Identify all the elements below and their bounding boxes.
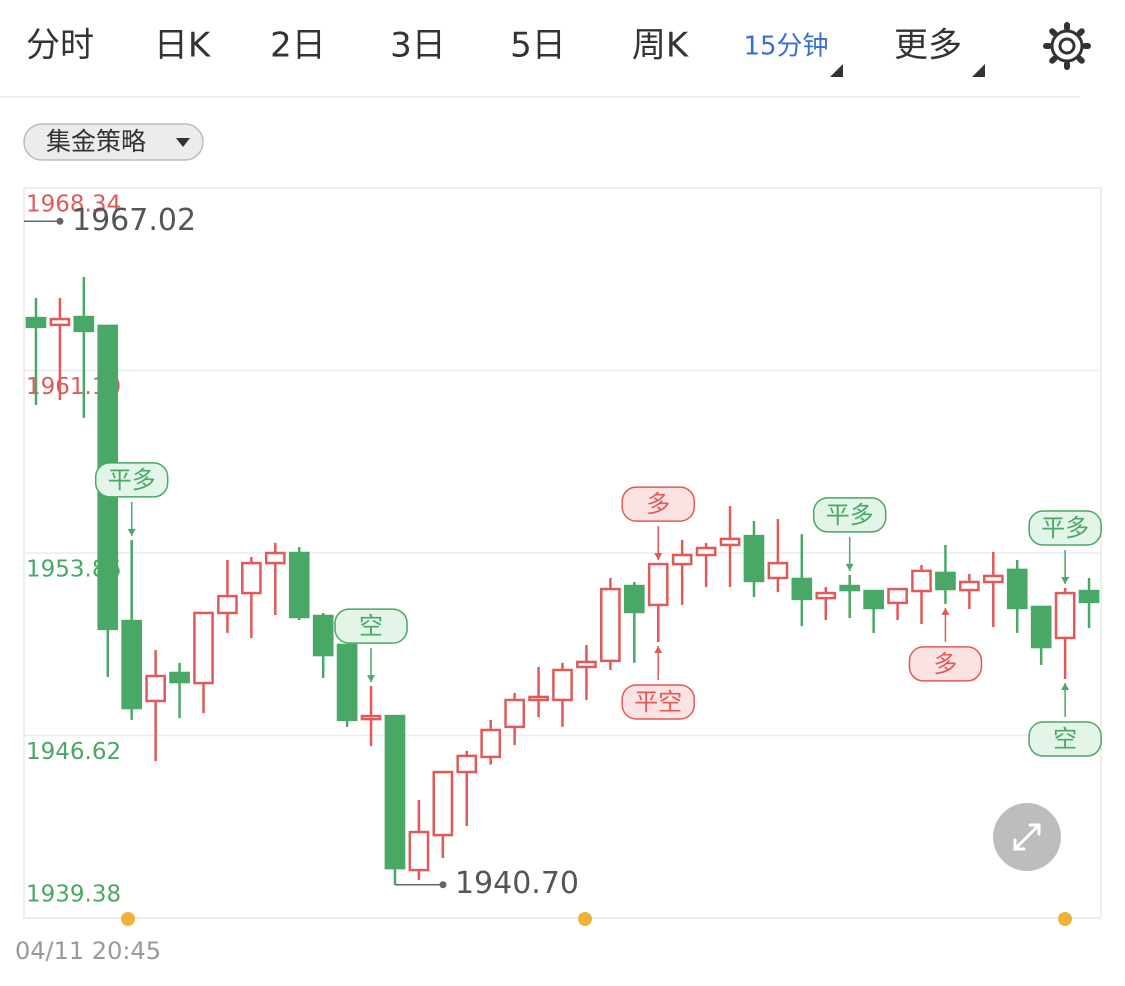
candle-body bbox=[1006, 568, 1028, 610]
candle-body bbox=[647, 562, 669, 607]
candle-body bbox=[145, 674, 166, 703]
tab[interactable]: 2日 bbox=[270, 26, 326, 66]
max-mark-dot bbox=[56, 217, 64, 225]
signal-box bbox=[812, 497, 887, 533]
time-dot bbox=[1058, 912, 1072, 926]
candle-body bbox=[528, 695, 549, 702]
tab[interactable]: 分时 bbox=[26, 26, 94, 66]
candle-body bbox=[911, 569, 932, 593]
candle-body bbox=[815, 591, 837, 600]
timestamp: 04/11 20:45 bbox=[15, 937, 161, 965]
signal-label: 空 bbox=[1053, 725, 1077, 753]
candle-body bbox=[25, 316, 47, 329]
y-tick-label: 1968.34 bbox=[26, 192, 121, 218]
expand-button[interactable] bbox=[993, 803, 1061, 871]
dropdown-triangle bbox=[830, 64, 843, 77]
candle-body bbox=[695, 546, 717, 557]
signal-arrowhead bbox=[654, 645, 663, 653]
signal-box bbox=[621, 684, 695, 720]
candle-body bbox=[49, 317, 71, 327]
candle-body bbox=[312, 614, 334, 657]
max-mark-label: 1967.02 bbox=[72, 203, 196, 238]
tab[interactable]: 15分钟 bbox=[743, 32, 828, 62]
signal-arrowhead bbox=[1061, 577, 1070, 585]
signal-box bbox=[1028, 721, 1102, 757]
candle-body bbox=[1054, 591, 1076, 640]
candle-body bbox=[241, 561, 262, 595]
candle-body bbox=[408, 830, 430, 872]
candle-body bbox=[384, 714, 406, 870]
candle-body bbox=[504, 698, 525, 729]
candle-body bbox=[767, 561, 789, 580]
signal-box bbox=[908, 646, 983, 682]
min-mark-label: 1940.70 bbox=[455, 866, 579, 901]
signal-label: 平多 bbox=[826, 501, 874, 529]
candle-body bbox=[743, 534, 765, 583]
candle-body bbox=[1078, 589, 1100, 604]
min-mark-dot bbox=[439, 881, 447, 889]
tab-bar: 分时 日K 2日 3日 5日 周K 15分钟 更多 bbox=[26, 26, 985, 77]
signal-box bbox=[94, 462, 169, 498]
candle-body bbox=[264, 551, 286, 565]
candle-body bbox=[863, 589, 884, 610]
tab[interactable]: 更多 bbox=[894, 26, 962, 66]
signal-box bbox=[1028, 510, 1102, 546]
time-dot bbox=[121, 912, 135, 926]
signal-box bbox=[334, 608, 408, 644]
candle-body bbox=[360, 714, 382, 721]
strategy-button[interactable]: 集金策略 bbox=[23, 123, 204, 161]
signal-label: 多 bbox=[933, 650, 957, 678]
signal-label: 平多 bbox=[1041, 514, 1089, 542]
candle-body bbox=[217, 594, 238, 615]
candle-body bbox=[887, 587, 908, 605]
signal-box bbox=[621, 486, 695, 522]
time-dot bbox=[578, 912, 592, 926]
signal-arrowhead bbox=[367, 675, 376, 683]
candle-body bbox=[600, 587, 621, 663]
candle-body bbox=[671, 553, 693, 566]
candle-body bbox=[959, 580, 980, 592]
signal-arrowhead bbox=[127, 528, 136, 536]
candle-body bbox=[288, 551, 310, 619]
tab[interactable]: 日K bbox=[154, 26, 212, 66]
candle-body bbox=[839, 584, 861, 592]
candle-body bbox=[719, 537, 741, 547]
signal-label: 多 bbox=[646, 490, 670, 518]
candle-body bbox=[552, 668, 573, 702]
candle-body bbox=[121, 619, 143, 710]
dropdown-triangle bbox=[972, 64, 985, 77]
tab[interactable]: 5日 bbox=[510, 26, 566, 66]
y-tick-label: 1946.62 bbox=[26, 739, 121, 765]
candle-body bbox=[336, 643, 358, 722]
candle-body bbox=[169, 671, 190, 684]
candle-body bbox=[480, 728, 502, 759]
candle-body bbox=[791, 577, 813, 601]
strategy-button-label: 集金策略 bbox=[46, 127, 146, 156]
candle-body bbox=[982, 574, 1004, 584]
candle-body bbox=[193, 611, 214, 685]
tab[interactable]: 3日 bbox=[390, 26, 446, 66]
signal-label: 平空 bbox=[634, 688, 682, 716]
signal-arrowhead bbox=[941, 607, 950, 615]
candle-body bbox=[456, 754, 478, 774]
plot-area: 1939.381946.621953.861961.101968.341967.… bbox=[24, 192, 1102, 908]
tab[interactable]: 周K bbox=[632, 26, 690, 66]
signal-label: 平多 bbox=[108, 466, 156, 494]
settings-icon[interactable] bbox=[1043, 22, 1091, 70]
candle-body bbox=[576, 660, 597, 669]
y-tick-label: 1939.38 bbox=[26, 882, 121, 908]
signal-label: 空 bbox=[359, 612, 383, 640]
candle-body bbox=[1030, 605, 1052, 649]
candle-body bbox=[432, 770, 454, 837]
signal-arrowhead bbox=[845, 563, 854, 571]
signal-arrowhead bbox=[1061, 683, 1070, 691]
candle-body bbox=[935, 571, 956, 591]
candle-body bbox=[73, 315, 95, 333]
candle-body bbox=[623, 584, 645, 614]
signal-arrowhead bbox=[654, 553, 663, 561]
